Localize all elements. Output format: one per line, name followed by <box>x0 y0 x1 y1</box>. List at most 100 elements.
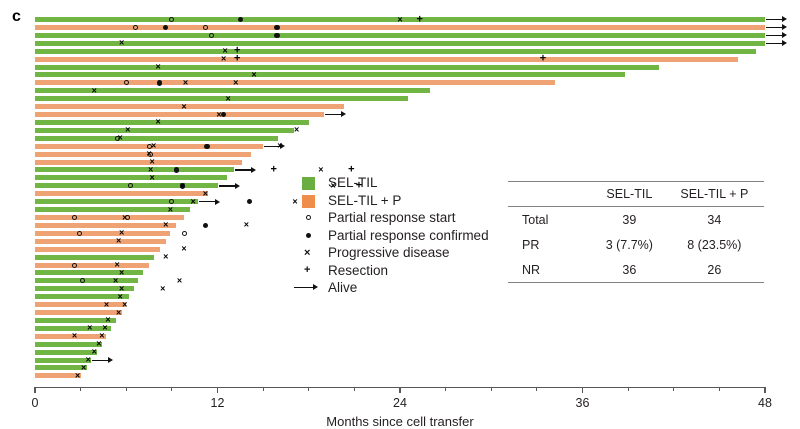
x-axis-tick-label: 48 <box>758 396 772 410</box>
patient-bar-row <box>35 127 294 133</box>
patient-bar-row <box>35 32 765 38</box>
patient-bar-row <box>35 159 242 165</box>
x-axis-minor-tick <box>262 387 264 391</box>
patient-bar-segment <box>35 151 251 157</box>
patient-bar-segment <box>35 215 185 220</box>
table-row: NR 36 26 <box>508 257 764 283</box>
patient-bar-segment <box>35 127 294 133</box>
x-axis-major-tick <box>399 387 401 393</box>
patient-bar-row <box>35 246 160 252</box>
patient-bar-segment <box>35 24 765 30</box>
patient-bar-segment <box>35 159 242 165</box>
patient-bar-row <box>35 64 659 70</box>
patient-bar-row <box>35 80 556 86</box>
x-axis-minor-tick <box>718 387 720 391</box>
patient-bar-segment <box>35 119 309 125</box>
partial-response-confirmed-icon <box>306 232 312 238</box>
patient-bar-row <box>35 104 344 110</box>
patient-bar-segment <box>35 183 218 189</box>
patient-bar-row <box>35 48 756 54</box>
patient-bar-segment <box>35 96 408 102</box>
partial-response-confirmed-icon <box>246 198 253 205</box>
patient-bar-row <box>35 175 227 181</box>
patient-bar-segment <box>35 333 107 339</box>
legend-item-label: Partial response start <box>328 210 456 226</box>
orange-swatch-icon <box>302 194 315 208</box>
patient-bar-segment <box>35 294 130 300</box>
patient-bar-segment <box>35 365 87 371</box>
x-axis-major-tick <box>34 387 36 393</box>
patient-bar-row <box>35 325 112 331</box>
patient-bar-row <box>35 151 251 157</box>
table-cell-sel-til: 3 (7.7%) <box>605 237 653 252</box>
legend-item: SEL-TIL <box>302 174 507 192</box>
patient-bar-segment <box>35 135 279 141</box>
table-col-blank <box>508 182 594 207</box>
patient-bar-row <box>35 167 235 173</box>
summary-table-header: SEL-TIL SEL-TIL + P <box>508 181 764 207</box>
legend-item: Partial response start <box>302 209 507 227</box>
patient-bar-row <box>35 191 209 197</box>
table-cell-sel-til: 39 <box>622 212 637 227</box>
x-axis-minor-tick <box>490 387 492 391</box>
legend-x-glyph: × <box>302 244 328 262</box>
patient-bar-row <box>35 238 166 244</box>
table-cell-sel-til-plus-p: 8 (23.5%) <box>687 237 742 252</box>
legend-item: SEL-TIL + P <box>302 192 507 210</box>
partial-response-confirmed-icon <box>202 222 209 229</box>
patient-bar-segment <box>35 191 209 197</box>
alive-arrow-icon <box>766 40 788 47</box>
table-cell-sel-til-plus-p: 26 <box>707 262 722 277</box>
patient-bar-segment <box>35 143 264 149</box>
legend-swatch-sel-til-plus-p <box>302 192 328 210</box>
panel-label: c <box>12 8 21 25</box>
patient-bar-segment <box>35 17 765 22</box>
x-axis-minor-tick <box>125 387 127 391</box>
resection-icon: + <box>270 163 277 176</box>
patient-bar-segment <box>35 286 134 292</box>
alive-arrow-icon <box>198 198 221 205</box>
patient-bar-row <box>35 119 309 125</box>
patient-bar-row <box>35 270 143 276</box>
legend-item-label: Alive <box>328 280 358 296</box>
legend-item-label: Resection <box>328 262 389 278</box>
legend-item: Partial response confirmed <box>302 227 507 245</box>
partial-response-start-icon <box>181 230 187 236</box>
x-axis-major-tick <box>216 387 219 393</box>
patient-bar-row <box>35 112 324 118</box>
x-axis-minor-tick <box>673 387 675 391</box>
patient-bar-row <box>35 72 626 78</box>
legend-item-label: SEL-TIL + P <box>328 192 402 208</box>
progressive-disease-icon: × <box>304 246 311 259</box>
legend-swatch-sel-til <box>302 174 328 192</box>
table-col-sel-til-plus-p: SEL-TIL + P <box>680 187 749 201</box>
legend-item: + Resection <box>302 262 507 280</box>
patient-bar-segment <box>35 32 765 38</box>
patient-bar-segment <box>35 230 171 236</box>
summary-table-body: Total 39 34 PR 3 (7.7%) 8 (23.5%) NR 36 26 <box>508 207 764 283</box>
patient-bar-segment <box>35 56 738 62</box>
legend-filled-circle <box>302 227 328 245</box>
x-axis-tick-label: 36 <box>575 396 590 410</box>
legend-plus-glyph: + <box>302 262 328 280</box>
patient-bar-segment <box>35 278 139 284</box>
patient-bar-segment <box>35 302 127 308</box>
alive-arrow-icon <box>92 356 114 364</box>
patient-bar-row <box>35 56 738 62</box>
patient-bar-row <box>35 24 765 30</box>
legend-item: Alive <box>294 279 507 297</box>
patient-bar-segment <box>35 357 92 363</box>
patient-bar-row <box>35 349 98 355</box>
table-row-label: NR <box>522 262 541 277</box>
alive-arrow-icon <box>766 16 788 23</box>
legend-open-circle <box>302 209 328 227</box>
x-axis-minor-tick <box>536 387 538 391</box>
x-axis-minor-tick <box>80 387 82 391</box>
patient-bar-segment <box>35 246 160 252</box>
patient-bar-segment <box>35 104 344 110</box>
patient-bar-row <box>35 262 150 268</box>
patient-bar-segment <box>35 341 102 347</box>
table-row: PR 3 (7.7%) 8 (23.5%) <box>508 232 764 257</box>
alive-arrow-icon <box>324 111 347 118</box>
table-header-row: SEL-TIL SEL-TIL + P <box>508 181 764 207</box>
